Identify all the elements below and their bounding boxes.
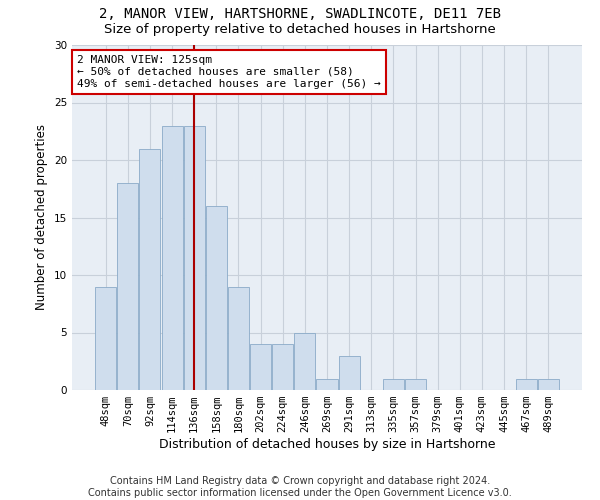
Bar — [250, 344, 271, 390]
Y-axis label: Number of detached properties: Number of detached properties — [35, 124, 49, 310]
Text: Size of property relative to detached houses in Hartshorne: Size of property relative to detached ho… — [104, 22, 496, 36]
Bar — [118, 183, 139, 390]
Bar — [405, 378, 426, 390]
Bar — [228, 286, 249, 390]
Bar — [316, 378, 338, 390]
Bar — [272, 344, 293, 390]
Bar — [139, 148, 160, 390]
Bar — [161, 126, 182, 390]
Bar — [538, 378, 559, 390]
Bar — [95, 286, 116, 390]
Text: 2, MANOR VIEW, HARTSHORNE, SWADLINCOTE, DE11 7EB: 2, MANOR VIEW, HARTSHORNE, SWADLINCOTE, … — [99, 8, 501, 22]
Bar — [383, 378, 404, 390]
Bar — [338, 356, 359, 390]
Bar — [184, 126, 205, 390]
Bar — [515, 378, 536, 390]
Text: 2 MANOR VIEW: 125sqm
← 50% of detached houses are smaller (58)
49% of semi-detac: 2 MANOR VIEW: 125sqm ← 50% of detached h… — [77, 56, 381, 88]
X-axis label: Distribution of detached houses by size in Hartshorne: Distribution of detached houses by size … — [159, 438, 495, 451]
Text: Contains HM Land Registry data © Crown copyright and database right 2024.
Contai: Contains HM Land Registry data © Crown c… — [88, 476, 512, 498]
Bar — [206, 206, 227, 390]
Bar — [295, 332, 316, 390]
